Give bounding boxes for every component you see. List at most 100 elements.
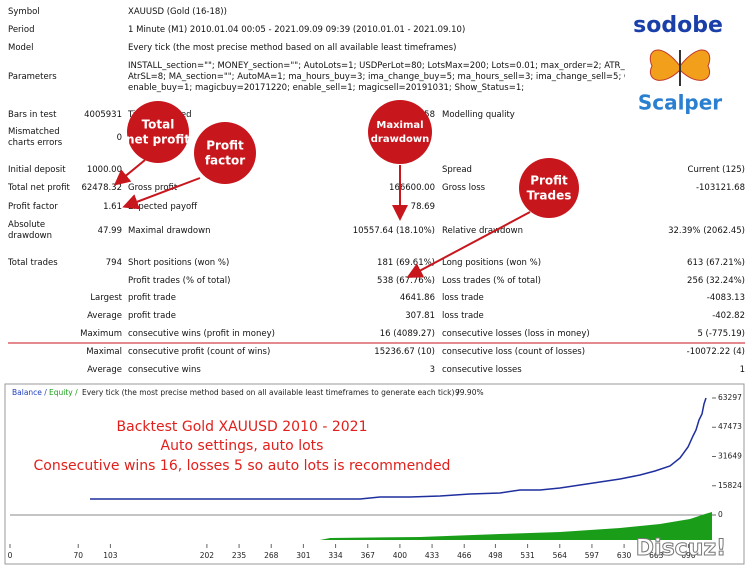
- arrow: [113, 159, 146, 186]
- report-label: Spread: [442, 164, 472, 175]
- report-value: 166600.00: [389, 182, 435, 193]
- report-value: 538 (67.76%): [377, 275, 435, 286]
- report-label: Average: [87, 310, 122, 321]
- report-label: Average: [87, 364, 122, 375]
- report-label: Mismatched charts errors: [8, 127, 63, 148]
- report-value: -103121.68: [695, 182, 745, 193]
- report-label: loss trade: [442, 292, 484, 303]
- logo-butterfly: [649, 49, 711, 86]
- report-label: Period: [8, 24, 35, 35]
- report-value: 32.39% (2062.45): [668, 225, 745, 236]
- callout-text: Total: [142, 118, 175, 132]
- report-label: Gross loss: [442, 182, 486, 193]
- report-label: Profit trades (% of total): [128, 275, 231, 286]
- arrow: [122, 177, 201, 210]
- arrow: [406, 211, 531, 278]
- report-value: 181 (69.61%): [377, 257, 435, 268]
- callout-text: net profit: [126, 133, 190, 147]
- report-value: 62478.32: [81, 182, 122, 193]
- report-value: -402.82: [712, 310, 745, 321]
- report-value: 4005931: [84, 109, 122, 120]
- report-label: Short positions (won %): [128, 257, 230, 268]
- report-value: 16 (4089.27): [379, 328, 435, 339]
- report-label: INSTALL_section=""; MONEY_section=""; Au…: [128, 60, 718, 93]
- callout-text: factor: [205, 154, 245, 168]
- report-label: Maximal drawdown: [128, 225, 211, 236]
- report-label: Bars in test: [8, 109, 57, 120]
- report-label: Maximal: [86, 346, 122, 357]
- x-tick-label: 498: [488, 551, 503, 560]
- callout-text: Profit: [530, 174, 568, 188]
- report-value: 10557.64 (18.10%): [352, 225, 435, 236]
- report-value: Current (125): [687, 164, 745, 175]
- legend-quality: 99.90%: [455, 388, 484, 397]
- y-tick-label: 15824: [718, 481, 742, 490]
- y-tick-label: 47473: [718, 422, 742, 431]
- report-value: 15236.67 (10): [374, 346, 435, 357]
- report-value: 58: [424, 109, 435, 120]
- report-label: XAUUSD (Gold (16-18)): [128, 6, 227, 17]
- x-tick-label: 597: [585, 551, 600, 560]
- report-value: 3: [429, 364, 435, 375]
- x-tick-label: 334: [328, 551, 343, 560]
- report-value: 4641.86: [399, 292, 435, 303]
- report-value: 256 (32.24%): [687, 275, 745, 286]
- report-label: loss trade: [442, 310, 484, 321]
- x-tick-label: 301: [296, 551, 311, 560]
- x-tick-label: 70: [73, 551, 83, 560]
- legend-equity: Equity /: [49, 388, 78, 397]
- note: Auto settings, auto lots: [161, 438, 324, 454]
- x-tick-label: 202: [200, 551, 215, 560]
- x-tick-label: 630: [617, 551, 632, 560]
- x-tick-label: 235: [232, 551, 247, 560]
- watermark: Discuz!: [636, 536, 726, 561]
- report-label: Maximum: [80, 328, 122, 339]
- x-tick-label: 103: [103, 551, 118, 560]
- report-label: profit trade: [128, 292, 176, 303]
- volume-area: [10, 512, 712, 540]
- callout-text: Trades: [527, 189, 572, 203]
- report-label: Relative drawdown: [442, 225, 523, 236]
- report-value: -4083.13: [706, 292, 745, 303]
- x-tick-label: 663: [649, 551, 664, 560]
- x-tick-label: 433: [425, 551, 440, 560]
- report-label: consecutive wins: [128, 364, 201, 375]
- legend-balance: Balance /: [12, 388, 47, 397]
- balance-line: [330, 397, 707, 500]
- report-label: consecutive losses: [442, 364, 522, 375]
- report-label: Absolute drawdown: [8, 220, 52, 241]
- report-label: Modelling quality: [442, 109, 515, 120]
- report-label: Gross profit: [128, 182, 178, 193]
- report-value: 5 (-775.19): [697, 328, 745, 339]
- report-label: consecutive wins (profit in money): [128, 328, 275, 339]
- report-label: consecutive profit (count of wins): [128, 346, 271, 357]
- report-label: Every tick (the most precise method base…: [128, 42, 457, 53]
- y-tick-label: 63297: [718, 393, 742, 402]
- callout: [127, 101, 189, 163]
- report-value: 0: [116, 132, 122, 143]
- report-label: profit trade: [128, 310, 176, 321]
- x-tick-label: 367: [361, 551, 376, 560]
- callout-text: Maximal: [376, 120, 423, 131]
- report-label: Largest: [90, 292, 122, 303]
- x-tick-label: 531: [520, 551, 535, 560]
- legend-model: Every tick (the most precise method base…: [82, 388, 460, 397]
- callout-text: Profit: [206, 139, 244, 153]
- report-label: Total trades: [8, 257, 58, 268]
- report-value: 307.81: [405, 310, 435, 321]
- report-label: Total net profit: [8, 182, 70, 193]
- report-value: 47.99: [97, 225, 122, 236]
- logo-text: Scalper: [638, 91, 722, 115]
- x-tick-label: 0: [8, 551, 13, 560]
- report-value: 1000.00: [86, 164, 122, 175]
- report-value: 613 (67.21%): [687, 257, 745, 268]
- report-label: Loss trades (% of total): [442, 275, 541, 286]
- report-value: 1.61: [103, 201, 122, 212]
- x-tick-label: 400: [393, 551, 408, 560]
- note: Consecutive wins 16, losses 5 so auto lo…: [34, 458, 451, 474]
- note: Backtest Gold XAUUSD 2010 - 2021: [117, 419, 368, 435]
- callout: [368, 100, 432, 164]
